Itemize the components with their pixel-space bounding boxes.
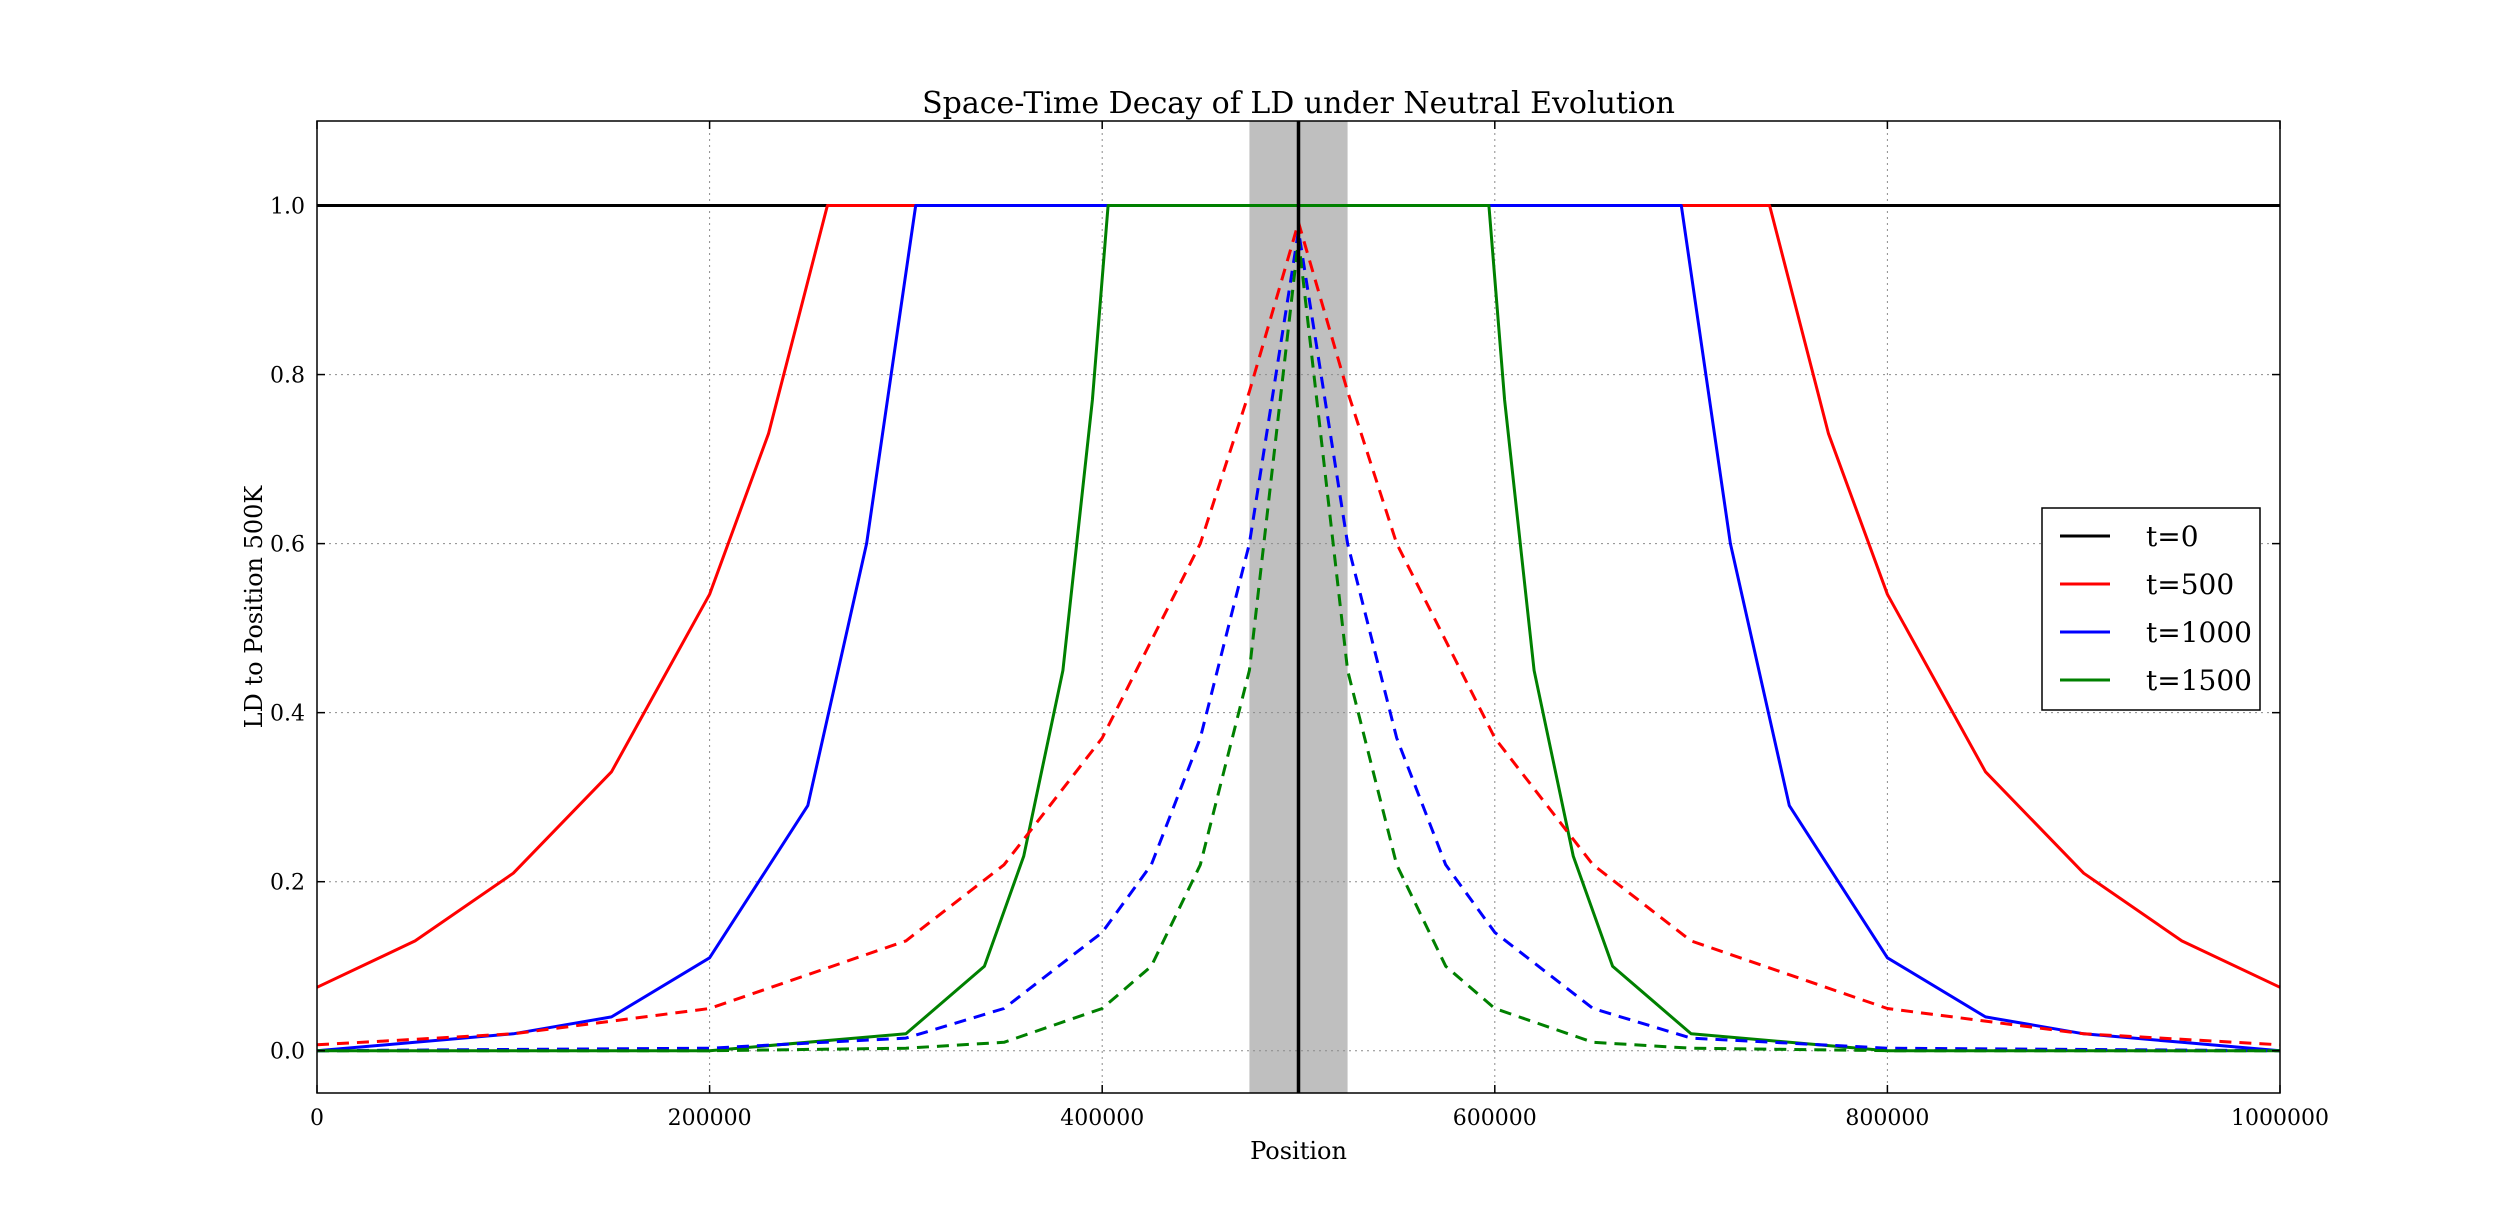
- legend: t=0 t=500 t=1000 t=1500: [2041, 507, 2261, 711]
- x-tick-label: 400000: [1060, 1106, 1144, 1131]
- y-tick-label: 1.0: [270, 195, 305, 220]
- y-tick-label: 0.0: [270, 1040, 305, 1065]
- legend-label: t=1500: [2146, 664, 2252, 697]
- x-tick-label: 200000: [668, 1106, 752, 1131]
- legend-label: t=500: [2146, 568, 2234, 601]
- legend-label: t=1000: [2146, 616, 2252, 649]
- chart-title: Space-Time Decay of LD under Neutral Evo…: [922, 86, 1675, 121]
- x-tick-label: 1000000: [2231, 1106, 2329, 1131]
- x-axis-label: Position: [1250, 1137, 1347, 1165]
- y-tick-label: 0.6: [270, 533, 305, 558]
- y-tick-label: 0.4: [270, 702, 305, 727]
- y-tick-label: 0.2: [270, 871, 305, 896]
- series-line-dashed-5: [316, 229, 2281, 1053]
- x-tick-label: 0: [310, 1106, 324, 1131]
- legend-box: [2041, 507, 2261, 711]
- x-tick-label: 800000: [1845, 1106, 1929, 1131]
- tick-layer: 0 200000 400000 600000 800000 1000000 0.0 0.2 0.…: [270, 121, 2329, 1131]
- plot-frame: [316, 120, 2281, 1094]
- x-tick-label: 600000: [1453, 1106, 1537, 1131]
- legend-label: t=0: [2146, 520, 2199, 553]
- y-tick-label: 0.8: [270, 364, 305, 389]
- y-axis-label: LD to Position 500K: [240, 485, 268, 729]
